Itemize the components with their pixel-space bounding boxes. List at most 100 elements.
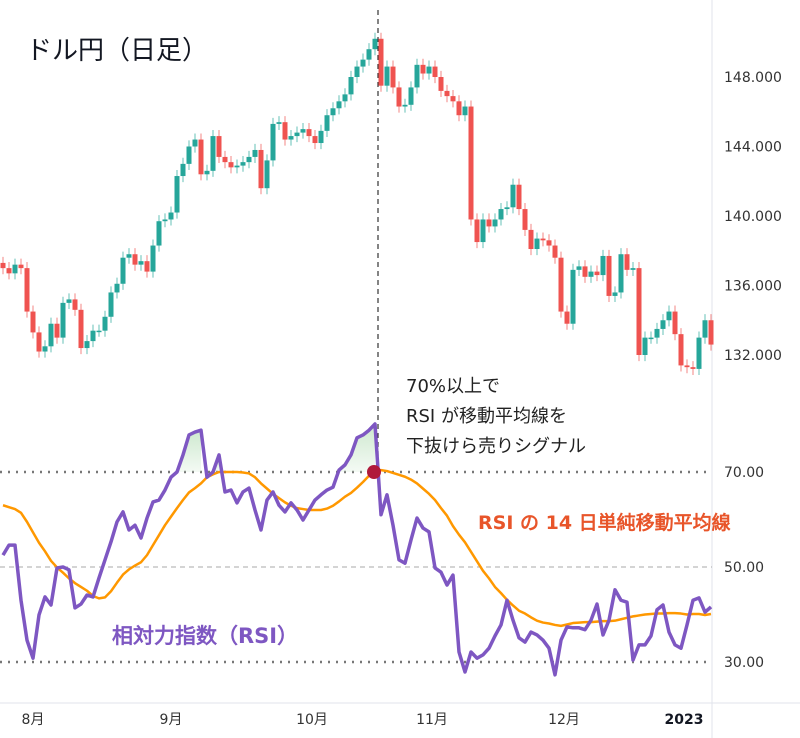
candle-body (528, 229, 534, 250)
candle-body (180, 163, 186, 177)
candle-body (354, 66, 360, 77)
candle-body (12, 264, 18, 274)
candle-body (654, 328, 660, 338)
time-tick-label: 8月 (22, 712, 45, 728)
candle-body (444, 90, 450, 97)
candle-body (270, 123, 276, 161)
rsi-ma-line (2, 468, 712, 628)
candle-body (66, 299, 72, 303)
candle-body (510, 184, 516, 208)
candle-body (522, 209, 528, 230)
candle-body (90, 330, 96, 342)
candle-body (0, 262, 6, 269)
candle-body (252, 149, 258, 157)
candle-body (576, 266, 582, 270)
candle-body (552, 245, 558, 258)
chart-title: ドル円（日足） (26, 36, 209, 66)
candle-body (594, 271, 600, 276)
candle-body (420, 64, 426, 74)
candle-body (282, 122, 288, 140)
rsi-tick-label: 30.00 (724, 655, 764, 671)
candle-body (144, 261, 150, 272)
candle-body (582, 266, 588, 277)
candle-body (558, 257, 564, 312)
candle-body (246, 156, 252, 163)
candle-body (486, 219, 492, 227)
candle-body (438, 77, 444, 91)
candle-body (366, 49, 372, 60)
candle-body (30, 311, 36, 333)
candle-body (276, 122, 282, 124)
candle-body (492, 219, 498, 227)
candle-body (108, 292, 114, 317)
candle-body (678, 334, 684, 366)
candle-body (426, 66, 432, 74)
candle-body (156, 221, 162, 246)
candle-body (192, 139, 198, 147)
candle-body (696, 337, 702, 369)
candle-body (564, 311, 570, 324)
candle-body (288, 136, 294, 140)
candle-body (72, 299, 78, 310)
candle-body (258, 149, 264, 189)
annotation-line: 70%以上で (406, 376, 501, 397)
time-tick-label: 12月 (548, 712, 580, 728)
candle-body (450, 96, 456, 102)
time-tick-label: 11月 (416, 712, 448, 728)
candle-body (60, 302, 66, 338)
candle-body (294, 132, 300, 137)
price-tick-label: 144.000 (724, 140, 782, 156)
candle-body (498, 209, 504, 220)
candle-body (6, 268, 12, 274)
candle-body (84, 341, 90, 349)
annotation-line: RSI が移動平均線を (406, 406, 567, 427)
candle-body (504, 207, 510, 210)
candle-body (540, 238, 546, 241)
candle-body (54, 323, 60, 338)
candle-body (234, 165, 240, 168)
candle-body (42, 346, 48, 352)
rsi-label: 相対力指数（RSI） (112, 624, 299, 648)
candle-body (168, 212, 174, 220)
price-tick-label: 136.000 (724, 279, 782, 295)
candle-body (342, 94, 348, 102)
candle-body (102, 316, 108, 331)
candle-body (408, 87, 414, 105)
candle-body (48, 323, 54, 347)
candle-body (546, 240, 552, 246)
candle-body (372, 38, 378, 50)
candle-body (378, 38, 384, 86)
rsi-tick-label: 50.00 (724, 560, 764, 576)
candle-body (318, 130, 324, 144)
candle-body (474, 219, 480, 243)
overbought-fill (177, 430, 201, 472)
candle-body (384, 66, 390, 86)
candle-body (186, 146, 192, 164)
candle-body (396, 87, 402, 107)
candle-body (456, 101, 462, 116)
candle-body (228, 162, 234, 168)
candle-body (462, 106, 468, 116)
candle-body (198, 139, 204, 175)
annotation-line: 下抜けら売りシグナル (406, 436, 586, 457)
candle-body (432, 66, 438, 77)
candle-body (336, 101, 342, 109)
candle-body (690, 367, 696, 369)
time-tick-label: 2023 (665, 712, 704, 728)
price-tick-label: 140.000 (724, 209, 782, 225)
candle-body (642, 337, 648, 355)
price-tick-label: 148.000 (724, 70, 782, 86)
candle-body (174, 176, 180, 213)
candle-body (660, 320, 666, 329)
candle-body (114, 283, 120, 293)
candle-body (216, 136, 222, 157)
candle-body (618, 254, 624, 293)
sell-signal-dot (367, 465, 381, 479)
candle-body (468, 106, 474, 220)
candle-body (300, 129, 306, 133)
candle-body (600, 255, 606, 276)
candle-body (78, 309, 84, 349)
candle-body (306, 129, 312, 137)
candle-body (264, 160, 270, 189)
